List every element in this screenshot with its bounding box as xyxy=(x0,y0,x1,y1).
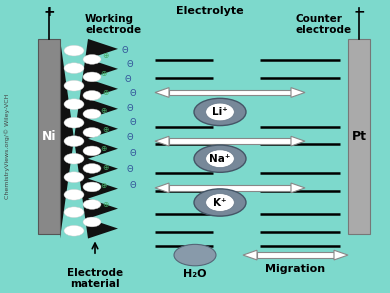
Ellipse shape xyxy=(194,189,246,216)
Ellipse shape xyxy=(206,194,234,211)
Text: Θ: Θ xyxy=(122,46,128,55)
Text: Θ: Θ xyxy=(125,75,131,84)
Text: ⊕: ⊕ xyxy=(102,200,108,209)
Polygon shape xyxy=(155,183,169,193)
Text: ⊕: ⊕ xyxy=(102,51,108,60)
Text: H₂O: H₂O xyxy=(183,269,207,279)
Bar xyxy=(38,39,60,234)
Text: Na⁺: Na⁺ xyxy=(209,154,231,164)
Ellipse shape xyxy=(64,117,84,128)
Text: ChemistryViews.org/© Wiley-VCH: ChemistryViews.org/© Wiley-VCH xyxy=(4,93,10,199)
Polygon shape xyxy=(155,136,169,146)
Ellipse shape xyxy=(194,98,246,126)
Ellipse shape xyxy=(206,150,234,168)
Text: ⊕: ⊕ xyxy=(100,106,106,115)
Bar xyxy=(348,39,370,234)
Bar xyxy=(169,90,291,96)
Text: Working
electrode: Working electrode xyxy=(85,14,141,35)
Text: ⊕: ⊕ xyxy=(102,163,108,172)
Ellipse shape xyxy=(83,146,101,156)
Text: Θ: Θ xyxy=(127,133,133,142)
Ellipse shape xyxy=(83,163,101,173)
Ellipse shape xyxy=(83,182,101,192)
Text: Electrode
material: Electrode material xyxy=(67,268,123,289)
Polygon shape xyxy=(291,88,305,97)
Bar xyxy=(169,185,291,191)
Ellipse shape xyxy=(83,127,101,137)
Ellipse shape xyxy=(64,136,84,146)
Polygon shape xyxy=(291,136,305,146)
Ellipse shape xyxy=(83,91,101,100)
Ellipse shape xyxy=(83,217,101,227)
Polygon shape xyxy=(60,39,118,239)
Ellipse shape xyxy=(64,189,84,200)
Text: ⊕: ⊕ xyxy=(100,181,106,190)
Text: ⊕: ⊕ xyxy=(102,88,108,97)
Text: Θ: Θ xyxy=(130,181,136,190)
Ellipse shape xyxy=(64,45,84,56)
Polygon shape xyxy=(291,183,305,193)
Ellipse shape xyxy=(83,109,101,119)
Ellipse shape xyxy=(64,225,84,236)
Ellipse shape xyxy=(64,80,84,91)
Polygon shape xyxy=(243,250,257,260)
Text: Migration: Migration xyxy=(266,264,326,274)
Text: K⁺: K⁺ xyxy=(213,197,227,207)
Bar xyxy=(257,252,334,258)
Ellipse shape xyxy=(64,153,84,164)
Text: Θ: Θ xyxy=(127,103,133,113)
Text: Pt: Pt xyxy=(351,130,367,143)
Ellipse shape xyxy=(174,244,216,266)
Text: ⊕: ⊕ xyxy=(102,125,108,134)
Text: Θ: Θ xyxy=(130,118,136,127)
Text: ⊕: ⊕ xyxy=(100,144,106,154)
Text: −: − xyxy=(353,5,365,19)
Ellipse shape xyxy=(64,63,84,74)
Text: ⊕: ⊕ xyxy=(100,69,106,79)
Ellipse shape xyxy=(83,200,101,209)
Polygon shape xyxy=(334,250,348,260)
Ellipse shape xyxy=(83,54,101,64)
Bar xyxy=(169,138,291,144)
Text: Ni: Ni xyxy=(42,130,56,143)
Ellipse shape xyxy=(83,72,101,82)
Text: Θ: Θ xyxy=(130,149,136,158)
Text: Li⁺: Li⁺ xyxy=(212,107,228,117)
Ellipse shape xyxy=(64,172,84,183)
Text: Θ: Θ xyxy=(127,60,133,69)
Polygon shape xyxy=(155,88,169,97)
Text: Counter
electrode: Counter electrode xyxy=(295,14,351,35)
Text: Θ: Θ xyxy=(130,89,136,98)
Ellipse shape xyxy=(64,207,84,218)
Ellipse shape xyxy=(194,145,246,172)
Text: +: + xyxy=(43,5,55,19)
Ellipse shape xyxy=(206,103,234,121)
Text: Θ: Θ xyxy=(127,165,133,174)
Ellipse shape xyxy=(64,99,84,110)
Text: Electrolyte: Electrolyte xyxy=(176,6,244,16)
